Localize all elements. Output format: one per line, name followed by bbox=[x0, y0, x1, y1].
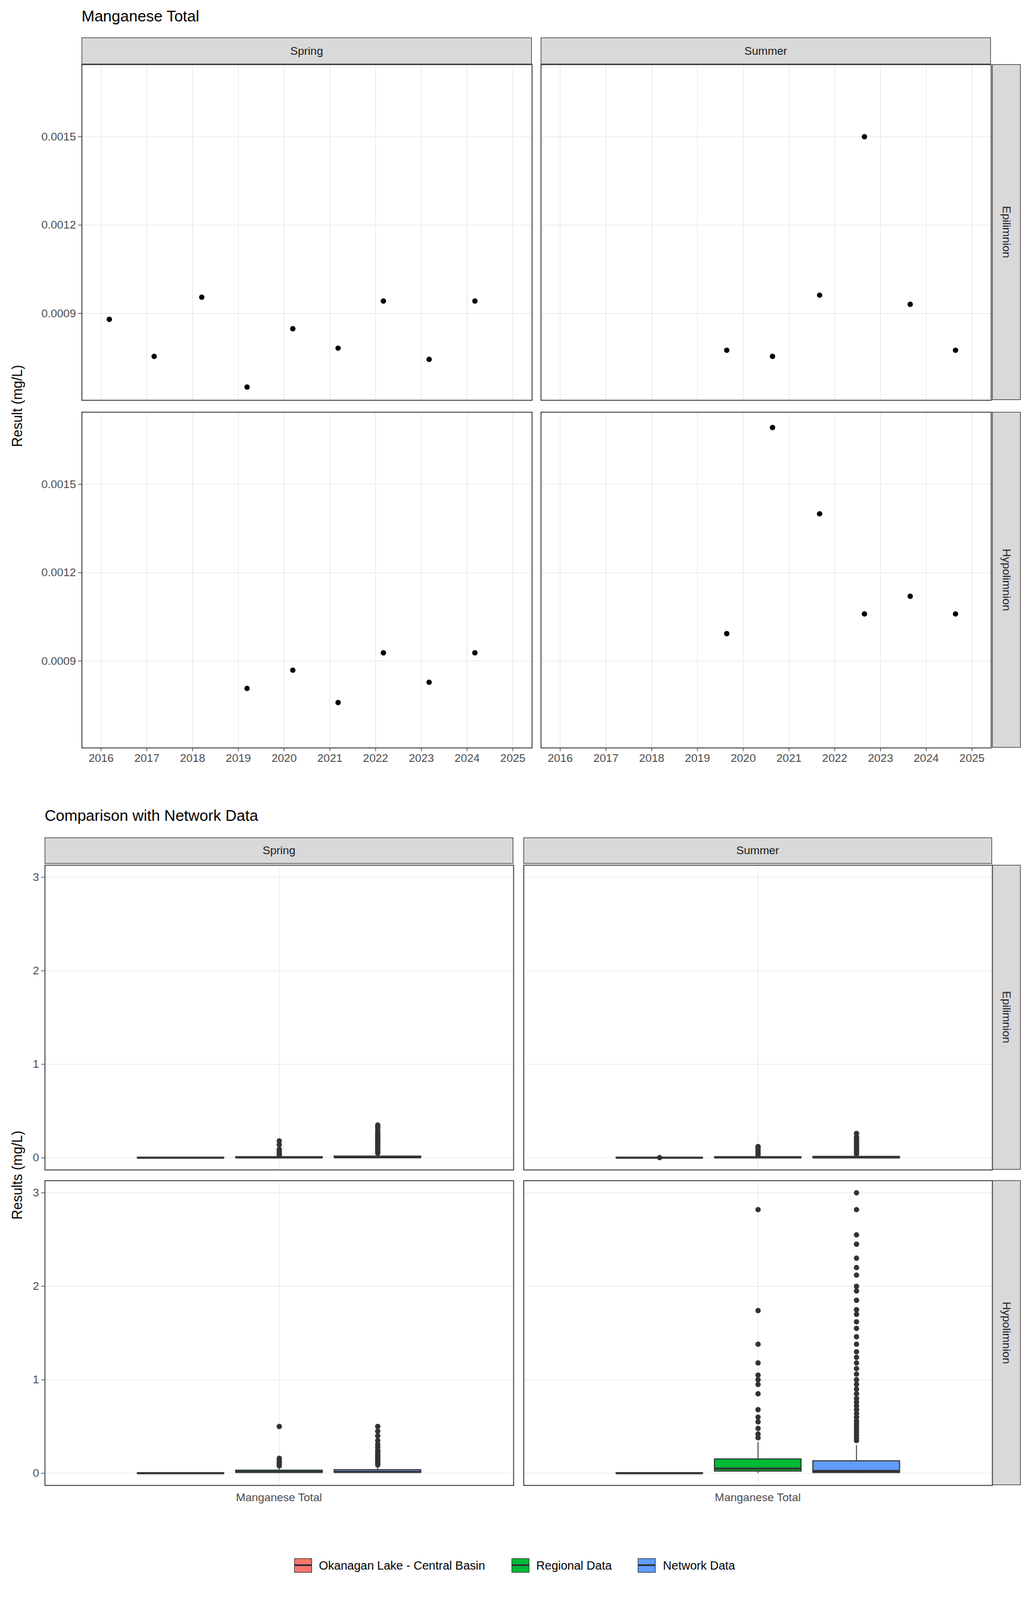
svg-text:0: 0 bbox=[32, 1467, 40, 1480]
svg-text:2019: 2019 bbox=[225, 752, 251, 765]
svg-text:2023: 2023 bbox=[408, 752, 434, 765]
html-text:Okanagan Lake - Central Basin: Okanagan Lake - Central Basin bbox=[318, 1559, 486, 1573]
svg-text:0.0012: 0.0012 bbox=[41, 566, 76, 579]
html-text:Hypolimnion: Hypolimnion bbox=[1000, 548, 1013, 612]
svg-text:2018: 2018 bbox=[179, 752, 205, 765]
svg-text:2021: 2021 bbox=[776, 752, 802, 765]
svg-text:1: 1 bbox=[32, 1058, 40, 1071]
svg-text:1: 1 bbox=[32, 1373, 40, 1387]
svg-text:2017: 2017 bbox=[133, 752, 159, 765]
svg-text:0.0015: 0.0015 bbox=[41, 130, 76, 143]
svg-text:2023: 2023 bbox=[867, 752, 893, 765]
html-text:Spring: Spring bbox=[262, 844, 296, 857]
html-text:Summer: Summer bbox=[736, 844, 780, 857]
svg-text:0.0009: 0.0009 bbox=[41, 307, 76, 320]
svg-text:0: 0 bbox=[32, 1151, 40, 1165]
svg-text:2017: 2017 bbox=[593, 752, 619, 765]
svg-text:2: 2 bbox=[32, 964, 40, 978]
svg-text:0.0009: 0.0009 bbox=[41, 655, 76, 668]
svg-text:2022: 2022 bbox=[822, 752, 848, 765]
html-text:Hypolimnion: Hypolimnion bbox=[1000, 1302, 1013, 1365]
svg-text:0.0012: 0.0012 bbox=[41, 218, 76, 232]
svg-text:2020: 2020 bbox=[730, 752, 756, 765]
svg-text:2020: 2020 bbox=[271, 752, 297, 765]
svg-text:2016: 2016 bbox=[88, 752, 114, 765]
svg-text:2021: 2021 bbox=[317, 752, 343, 765]
svg-text:2024: 2024 bbox=[913, 752, 940, 765]
html-text:Manganese Total: Manganese Total bbox=[235, 1491, 322, 1505]
html-text:Manganese Total: Manganese Total bbox=[714, 1491, 801, 1505]
html-text:Regional Data: Regional Data bbox=[536, 1559, 612, 1573]
svg-text:3: 3 bbox=[32, 1186, 40, 1200]
html-text:Spring: Spring bbox=[290, 44, 324, 57]
html-text:Epilimnion: Epilimnion bbox=[1000, 991, 1013, 1044]
html-text:Comparison with Network Data: Comparison with Network Data bbox=[44, 806, 259, 825]
svg-text:3: 3 bbox=[32, 871, 40, 884]
svg-text:2019: 2019 bbox=[684, 752, 710, 765]
svg-text:2018: 2018 bbox=[638, 752, 664, 765]
html-text:Summer: Summer bbox=[744, 44, 788, 57]
html-text:Manganese Total: Manganese Total bbox=[81, 7, 200, 26]
svg-text:2024: 2024 bbox=[454, 752, 480, 765]
svg-text:2025: 2025 bbox=[959, 752, 985, 765]
svg-text:2016: 2016 bbox=[547, 752, 573, 765]
html-text:Results (mg/L): Results (mg/L) bbox=[9, 1130, 25, 1221]
svg-text:2: 2 bbox=[32, 1280, 40, 1293]
html-text:Network Data: Network Data bbox=[662, 1559, 736, 1573]
html-text:Epilimnion: Epilimnion bbox=[1000, 206, 1013, 259]
svg-text:2022: 2022 bbox=[363, 752, 389, 765]
html-text:Result (mg/L): Result (mg/L) bbox=[9, 365, 25, 448]
svg-text:2025: 2025 bbox=[500, 752, 526, 765]
svg-text:0.0015: 0.0015 bbox=[41, 478, 76, 491]
